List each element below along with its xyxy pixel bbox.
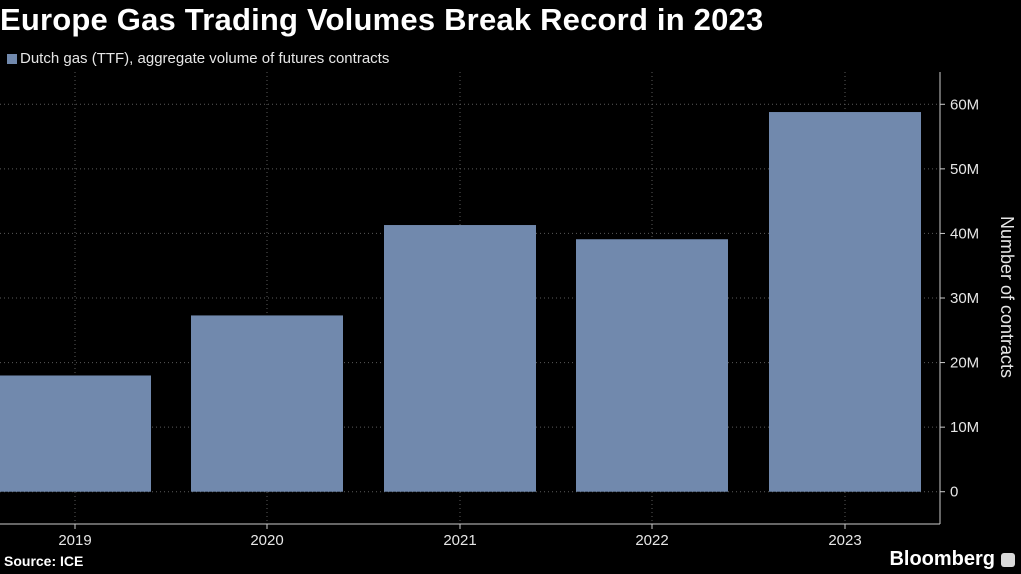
- chart-title: Europe Gas Trading Volumes Break Record …: [0, 2, 764, 37]
- x-tick-label-2022: 2022: [635, 532, 668, 549]
- legend: Dutch gas (TTF), aggregate volume of fut…: [7, 50, 389, 67]
- y-tick-label-6: 60M: [950, 96, 979, 113]
- bar-2021: [384, 225, 536, 492]
- bar-2022: [576, 239, 728, 492]
- x-tick-label-2021: 2021: [443, 532, 476, 549]
- x-tick-label-2020: 2020: [250, 532, 283, 549]
- y-tick-label-4: 40M: [950, 225, 979, 242]
- y-tick-label-5: 50M: [950, 161, 979, 178]
- legend-swatch: [7, 53, 17, 64]
- bar-2023: [769, 112, 921, 492]
- x-tick-label-2019: 2019: [58, 532, 91, 549]
- brand-name: Bloomberg: [889, 548, 995, 570]
- y-tick-label-0: 0: [950, 484, 958, 501]
- legend-label: Dutch gas (TTF), aggregate volume of fut…: [20, 50, 390, 67]
- x-tick-label-2023: 2023: [828, 532, 861, 549]
- y-tick-label-2: 20M: [950, 355, 979, 372]
- bloomberg-logo: Bloomberg: [889, 548, 1015, 571]
- y-tick-label-3: 30M: [950, 290, 979, 307]
- bar-2019: [0, 375, 151, 492]
- brand-icon: [1001, 552, 1015, 567]
- y-tick-label-1: 10M: [950, 419, 979, 436]
- bar-2020: [191, 315, 343, 492]
- source-note: Source: ICE: [4, 553, 84, 569]
- y-axis-title: Number of contracts: [997, 216, 1017, 378]
